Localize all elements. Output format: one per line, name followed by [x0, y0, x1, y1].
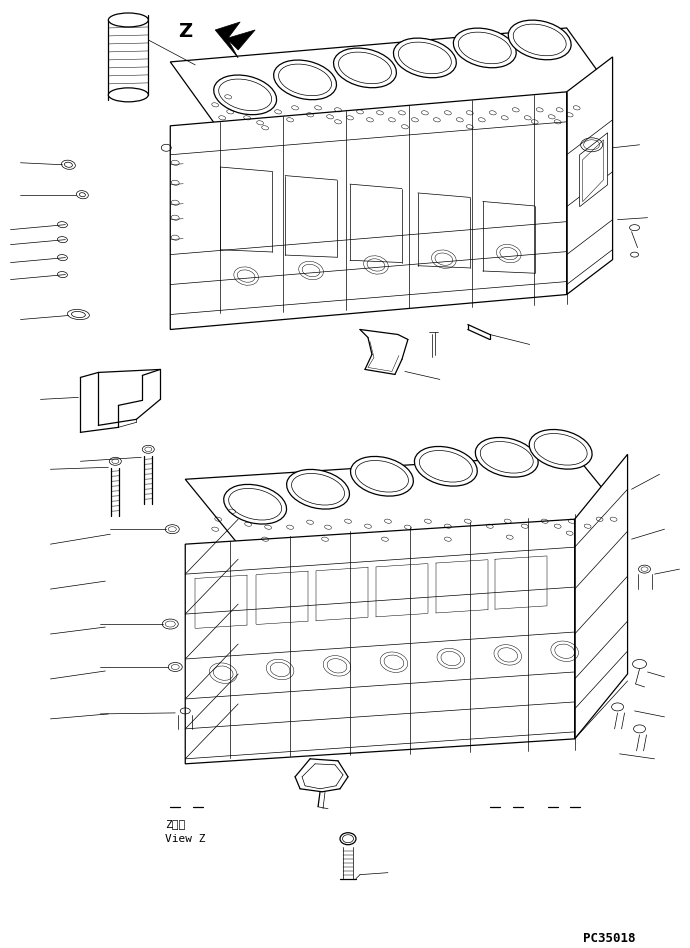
Ellipse shape: [475, 437, 538, 477]
Ellipse shape: [292, 473, 344, 505]
Polygon shape: [170, 92, 566, 330]
Ellipse shape: [513, 24, 566, 56]
Polygon shape: [566, 57, 613, 295]
Ellipse shape: [529, 429, 592, 469]
Ellipse shape: [355, 461, 408, 492]
Polygon shape: [580, 133, 608, 207]
Ellipse shape: [279, 64, 331, 96]
Text: Z: Z: [178, 22, 193, 41]
Ellipse shape: [219, 79, 272, 111]
Ellipse shape: [480, 442, 533, 473]
Ellipse shape: [393, 38, 456, 78]
Polygon shape: [185, 520, 575, 764]
Ellipse shape: [228, 488, 282, 520]
Ellipse shape: [458, 32, 511, 64]
Ellipse shape: [286, 469, 349, 509]
Ellipse shape: [224, 484, 286, 524]
Text: Z　視: Z 視: [166, 819, 186, 829]
Ellipse shape: [420, 450, 473, 483]
Polygon shape: [575, 454, 628, 738]
Ellipse shape: [415, 447, 477, 486]
Ellipse shape: [509, 20, 571, 60]
Polygon shape: [170, 27, 613, 126]
Ellipse shape: [534, 433, 587, 465]
Text: View Z: View Z: [166, 833, 206, 844]
Polygon shape: [215, 22, 255, 58]
Ellipse shape: [398, 42, 451, 74]
Ellipse shape: [274, 60, 337, 100]
Ellipse shape: [453, 28, 516, 67]
Ellipse shape: [351, 456, 413, 496]
Text: PC35018: PC35018: [582, 932, 635, 944]
Ellipse shape: [214, 75, 277, 115]
Ellipse shape: [108, 13, 148, 27]
Ellipse shape: [108, 88, 148, 101]
Ellipse shape: [333, 48, 396, 88]
Polygon shape: [185, 454, 628, 544]
Ellipse shape: [339, 52, 391, 83]
